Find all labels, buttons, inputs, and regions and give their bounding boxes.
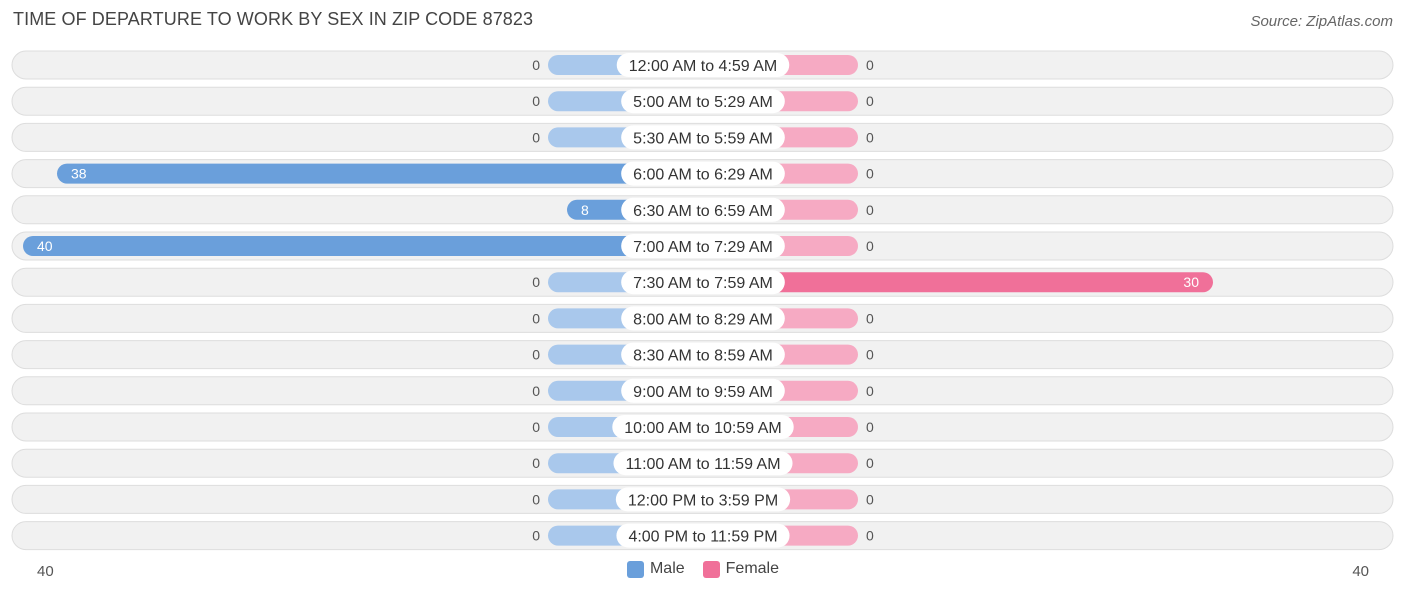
category-label-background bbox=[621, 378, 785, 403]
bar-male bbox=[57, 163, 703, 184]
value-label-male: 0 bbox=[532, 129, 540, 145]
value-label-female: 0 bbox=[866, 57, 874, 73]
value-label-female: 0 bbox=[866, 129, 874, 145]
category-label: 5:30 AM to 5:59 AM bbox=[633, 130, 773, 147]
category-label-background bbox=[621, 161, 785, 186]
value-label-male: 0 bbox=[532, 455, 540, 471]
category-label-background bbox=[612, 415, 794, 439]
value-label-male: 40 bbox=[37, 238, 53, 254]
value-label-female: 0 bbox=[866, 383, 874, 399]
category-label: 11:00 AM to 11:59 AM bbox=[625, 456, 780, 473]
value-label-male: 0 bbox=[532, 310, 540, 326]
value-label-female: 0 bbox=[866, 166, 874, 182]
value-label-male: 0 bbox=[532, 57, 540, 73]
value-label-male: 8 bbox=[581, 202, 589, 218]
category-label: 7:00 AM to 7:29 AM bbox=[633, 239, 773, 256]
value-label-male: 0 bbox=[532, 528, 540, 544]
value-label-male: 0 bbox=[532, 491, 540, 507]
category-label-background bbox=[621, 342, 785, 367]
value-label-female: 0 bbox=[866, 238, 874, 254]
category-label: 9:00 AM to 9:59 AM bbox=[633, 384, 773, 401]
legend-swatch-female bbox=[702, 560, 720, 578]
value-label-female: 0 bbox=[866, 93, 874, 109]
value-label-male: 38 bbox=[71, 166, 87, 182]
category-label: 6:30 AM to 6:59 AM bbox=[633, 203, 773, 220]
value-label-female: 0 bbox=[866, 528, 874, 544]
value-label-male: 0 bbox=[532, 93, 540, 109]
category-label-background bbox=[616, 523, 790, 548]
category-label-background bbox=[621, 270, 785, 295]
category-label: 7:30 AM to 7:59 AM bbox=[633, 275, 773, 292]
category-label: 12:00 PM to 3:59 PM bbox=[628, 492, 778, 509]
category-label-background bbox=[621, 197, 785, 222]
category-label-background bbox=[621, 234, 785, 258]
category-label-background bbox=[621, 306, 785, 331]
value-label-female: 30 bbox=[1183, 274, 1199, 290]
value-label-male: 0 bbox=[532, 383, 540, 399]
value-label-female: 0 bbox=[866, 310, 874, 326]
legend-item-female: Female bbox=[702, 560, 780, 578]
category-label-background bbox=[615, 487, 791, 512]
category-label: 4:00 PM to 11:59 PM bbox=[628, 529, 777, 546]
chart-title: TIME OF DEPARTURE TO WORK BY SEX IN ZIP … bbox=[13, 9, 534, 29]
category-label-background bbox=[621, 89, 785, 114]
value-label-female: 0 bbox=[866, 202, 874, 218]
category-label-background bbox=[613, 451, 793, 476]
legend-label-male: Male bbox=[649, 560, 685, 577]
axis-left-label: 40 bbox=[37, 563, 54, 580]
category-label: 8:00 AM to 8:29 AM bbox=[633, 311, 773, 328]
value-label-female: 0 bbox=[866, 455, 874, 471]
category-label: 8:30 AM to 8:59 AM bbox=[633, 348, 773, 365]
category-label: 5:00 AM to 5:29 AM bbox=[633, 94, 773, 111]
bar-female bbox=[703, 272, 1213, 293]
value-label-male: 0 bbox=[532, 347, 540, 363]
category-label-background bbox=[621, 125, 785, 150]
category-label: 10:00 AM to 10:59 AM bbox=[624, 420, 781, 437]
axis-right-label: 40 bbox=[1352, 563, 1369, 580]
value-label-female: 0 bbox=[866, 419, 874, 435]
category-label: 12:00 AM to 4:59 AM bbox=[629, 58, 778, 75]
legend-item-male: Male bbox=[626, 560, 685, 578]
legend: Male Female bbox=[0, 560, 1406, 578]
value-label-male: 0 bbox=[532, 274, 540, 290]
value-label-female: 0 bbox=[866, 347, 874, 363]
legend-label-female: Female bbox=[725, 560, 780, 577]
category-label-background bbox=[616, 53, 790, 77]
category-label: 6:00 AM to 6:29 AM bbox=[633, 167, 773, 184]
value-label-male: 0 bbox=[532, 419, 540, 435]
bar-male bbox=[23, 236, 703, 256]
legend-swatch-male bbox=[626, 560, 644, 578]
source-label: Source: ZipAtlas.com bbox=[1250, 13, 1393, 30]
value-label-female: 0 bbox=[866, 491, 874, 507]
